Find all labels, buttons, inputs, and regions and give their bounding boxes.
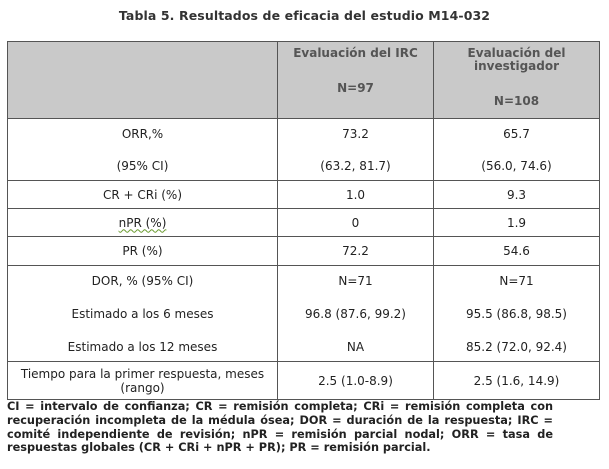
cell-ttr-investigator: 2.5 (1.6, 14.9) (433, 361, 600, 400)
dor-12m-irc: NA (346, 339, 365, 354)
header-investigator: Evaluación del investigador N=108 (433, 41, 600, 119)
cell-cr-irc: 1.0 (277, 180, 434, 209)
header-investigator-title: Evaluación del investigador (467, 46, 566, 73)
dor-12m-investigator: 85.2 (72.0, 92.4) (466, 339, 567, 354)
efficacy-results-table: Evaluación del IRC N=97 Evaluación del i… (7, 41, 600, 400)
header-irc-title: Evaluación del IRC (293, 46, 418, 60)
header-investigator-n: N=108 (493, 94, 540, 108)
cell-orr-investigator: 65.7 (56.0, 74.6) (433, 118, 600, 181)
table-row: DOR, % (95% CI) Estimado a los 6 meses E… (7, 265, 600, 362)
orr-irc-value: 73.2 (342, 126, 369, 141)
row-label-pr: PR (%) (7, 236, 278, 266)
table-row: nPR (%) 0 1.9 (7, 208, 600, 237)
table-row: ORR,% (95% CI) 73.2 (63.2, 81.7) 65.7 (5… (7, 118, 600, 181)
dor-6m-irc: 96.8 (87.6, 99.2) (305, 306, 406, 321)
orr-ci-label: (95% CI) (116, 158, 169, 173)
table-row: Tiempo para la primer respuesta, meses (… (7, 361, 600, 400)
cell-npr-irc: 0 (277, 208, 434, 237)
cell-pr-investigator: 54.6 (433, 236, 600, 266)
header-irc-n: N=97 (337, 81, 374, 95)
row-label-cr: CR + CRi (%) (7, 180, 278, 209)
orr-irc-ci: (63.2, 81.7) (320, 158, 391, 173)
dor-12m-label: Estimado a los 12 meses (67, 339, 218, 354)
cell-dor-investigator: N=71 95.5 (86.8, 98.5) 85.2 (72.0, 92.4) (433, 265, 600, 362)
orr-investigator-value: 65.7 (503, 126, 530, 141)
orr-label: ORR,% (121, 126, 164, 141)
cell-pr-irc: 72.2 (277, 236, 434, 266)
abbreviations-footnote: CI = intervalo de confianza; CR = remisi… (7, 400, 553, 455)
cell-ttr-irc: 2.5 (1.0-8.9) (277, 361, 434, 400)
row-label-orr: ORR,% (95% CI) (7, 118, 278, 181)
table-row: PR (%) 72.2 54.6 (7, 236, 600, 266)
dor-investigator-n: N=71 (499, 273, 534, 288)
row-label-time-to-response: Tiempo para la primer respuesta, meses (… (7, 361, 278, 400)
dor-label: DOR, % (95% CI) (91, 273, 194, 288)
table-title: Tabla 5. Resultados de eficacia del estu… (118, 8, 491, 23)
header-empty-cell (7, 41, 278, 119)
row-label-dor: DOR, % (95% CI) Estimado a los 6 meses E… (7, 265, 278, 362)
cell-cr-investigator: 9.3 (433, 180, 600, 209)
npr-label: nPR (%) (118, 215, 167, 230)
dor-6m-label: Estimado a los 6 meses (71, 306, 214, 321)
dor-irc-n: N=71 (338, 273, 373, 288)
row-label-npr: nPR (%) (7, 208, 278, 237)
header-row: Evaluación del IRC N=97 Evaluación del i… (7, 41, 600, 119)
dor-6m-investigator: 95.5 (86.8, 98.5) (466, 306, 567, 321)
orr-investigator-ci: (56.0, 74.6) (481, 158, 552, 173)
table-row: CR + CRi (%) 1.0 9.3 (7, 180, 600, 209)
cell-orr-irc: 73.2 (63.2, 81.7) (277, 118, 434, 181)
header-irc: Evaluación del IRC N=97 (277, 41, 434, 119)
cell-npr-investigator: 1.9 (433, 208, 600, 237)
cell-dor-irc: N=71 96.8 (87.6, 99.2) NA (277, 265, 434, 362)
